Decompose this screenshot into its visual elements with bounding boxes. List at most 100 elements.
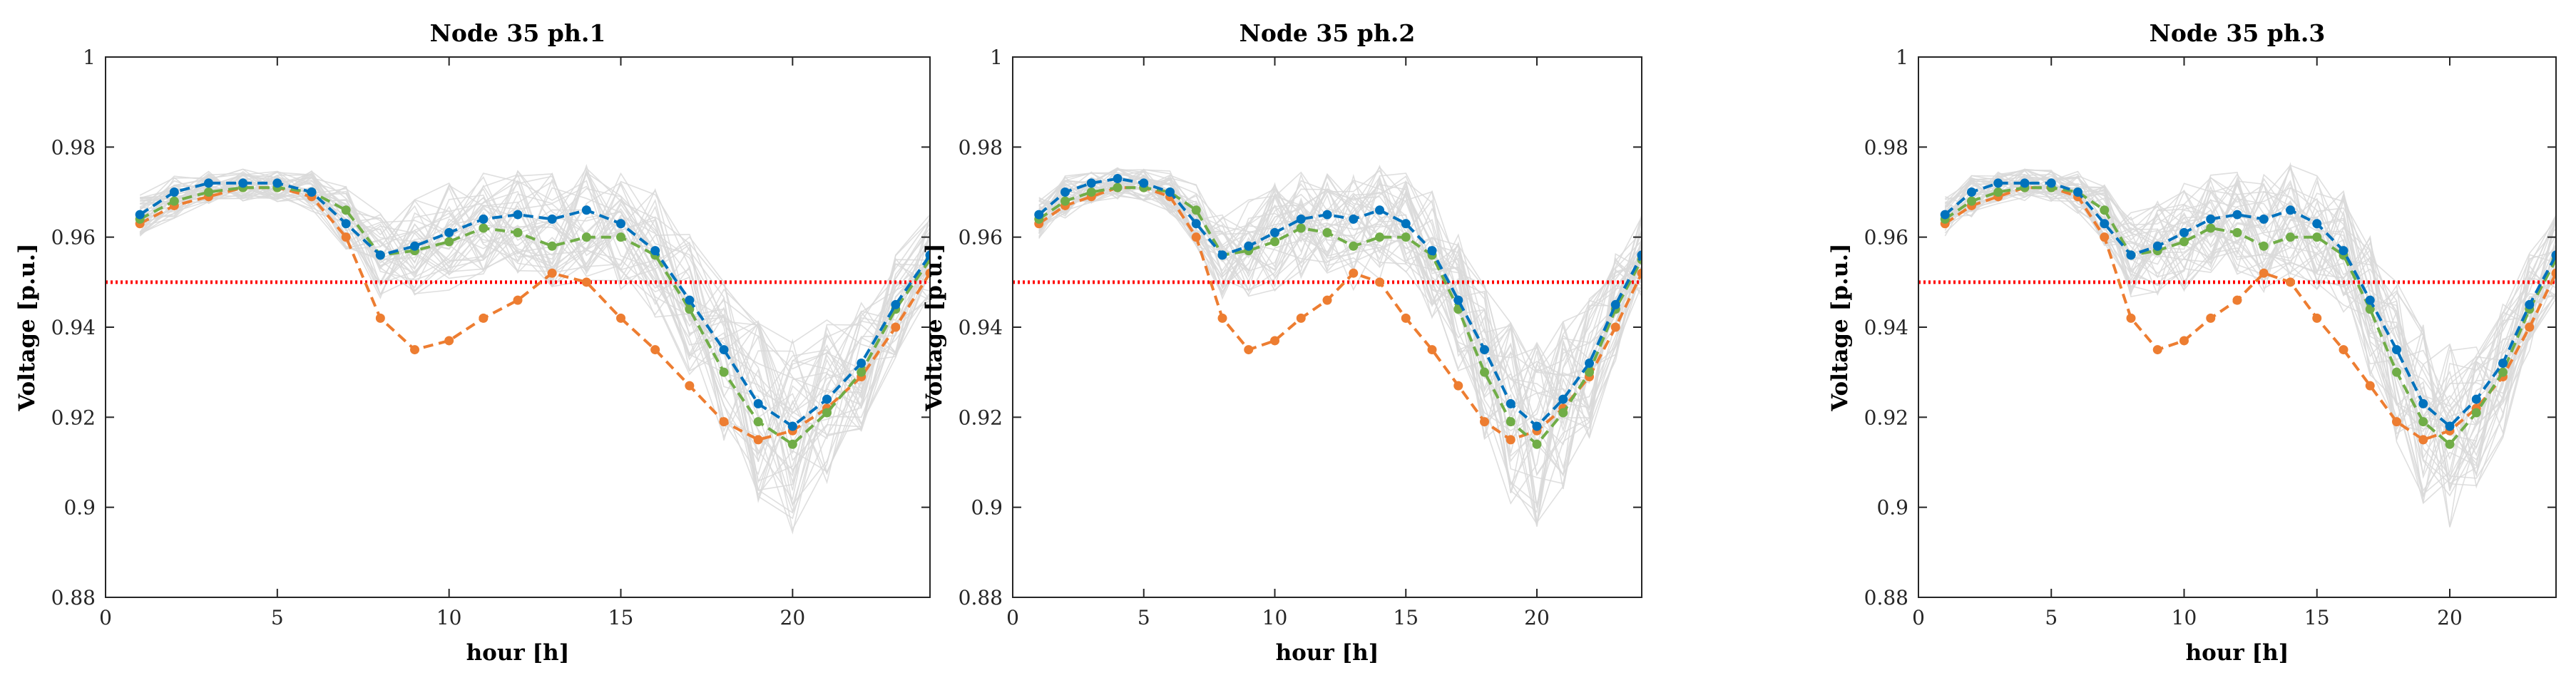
y-tick-label: 0.94 [959,316,1003,339]
data-point-blue [1139,178,1149,188]
data-point-blue [925,250,930,260]
data-point-blue [2551,250,2556,260]
data-point-blue [1480,345,1489,355]
data-point-blue [753,398,763,408]
series-line-blue [139,181,930,428]
data-point-green [685,304,695,314]
data-point-blue [1427,246,1437,256]
scenario-line [139,170,930,506]
data-point-orange [1270,336,1279,346]
data-point-green [1322,227,1332,237]
data-point-blue [2152,241,2162,251]
data-point-blue [581,205,591,215]
data-point-orange [2525,322,2535,332]
data-point-blue [444,227,454,237]
y-tick-label: 1 [990,46,1003,69]
chart-title: Node 35 ph.2 [1240,19,1416,47]
y-tick-label: 0.92 [51,406,96,429]
data-point-orange [2100,232,2110,242]
data-point-blue [2206,214,2216,224]
data-point-orange [1427,345,1437,355]
y-tick-label: 0.94 [51,316,96,339]
data-point-orange [753,435,763,445]
data-point-green [1506,417,1516,427]
data-point-blue [1165,187,1175,197]
data-point-green [1270,237,1279,247]
data-point-orange [2365,381,2375,391]
data-point-blue [891,299,901,309]
data-point-blue [2392,345,2401,355]
data-point-orange [719,417,729,427]
data-point-blue [1585,359,1594,369]
data-point-orange [581,277,591,287]
data-point-green [2418,417,2428,427]
data-point-orange [2152,345,2162,355]
data-point-blue [1610,299,1620,309]
data-point-green [1375,232,1384,242]
data-point-blue [2339,246,2348,256]
scenario-line [1945,176,2556,475]
scenario-line [140,177,930,531]
data-point-orange [375,313,385,323]
data-point-green [857,367,867,377]
scenario-line [1945,168,2556,484]
scenario-line [1038,168,1642,505]
data-point-blue [1060,187,1070,197]
data-point-green [1113,182,1123,192]
data-point-orange [2259,268,2269,278]
data-point-blue [169,187,179,197]
plot-area [1918,162,2556,527]
scenario-line [1038,170,1642,485]
data-point-green [341,205,351,215]
series-line-green [1944,186,2556,447]
data-point-orange [1401,313,1411,323]
data-point-green [1349,241,1359,251]
data-point-green [1558,408,1568,418]
scenario-line [139,173,930,475]
scenario-line [139,175,930,471]
x-tick-label: 5 [271,606,284,629]
x-tick-label: 0 [99,606,112,629]
y-tick-label: 0.9 [971,496,1003,520]
data-point-green [2312,232,2322,242]
scenario-line [1038,165,1642,424]
data-point-orange [1244,345,1254,355]
data-point-green [1967,196,1976,206]
data-point-blue [1375,205,1384,215]
data-point-green [1191,205,1201,215]
series-line-green [1038,186,1642,447]
data-point-blue [685,295,695,305]
data-point-green [169,196,179,206]
data-point-green [204,187,213,197]
scenario-line [139,173,930,514]
data-point-blue [719,345,729,355]
data-point-blue [1270,227,1279,237]
x-tick-label: 5 [1138,606,1150,629]
scenario-line [139,173,930,445]
data-point-blue [2232,210,2242,220]
y-tick-label: 0.96 [959,226,1003,249]
data-point-blue [1993,178,2003,188]
scenario-line [1945,166,2556,497]
data-point-blue [1244,241,1254,251]
scenario-line [1945,170,2556,481]
plot-area [106,164,930,535]
scenario-line [139,176,930,441]
data-point-orange [2206,313,2216,323]
data-point-orange [513,295,523,305]
data-point-blue [2286,205,2295,215]
y-tick-label: 0.96 [1864,226,1908,249]
y-axis-label: Voltage [p.u.] [14,243,40,411]
x-axis-label: hour [h] [2186,640,2289,666]
data-point-blue [547,214,557,224]
x-tick-label: 20 [1524,606,1550,629]
data-point-blue [1637,250,1642,260]
data-point-orange [1349,268,1359,278]
data-point-blue [2179,227,2189,237]
y-tick-label: 0.88 [51,586,96,609]
data-point-blue [479,214,489,224]
data-point-orange [2312,313,2322,323]
data-point-orange [410,345,419,355]
